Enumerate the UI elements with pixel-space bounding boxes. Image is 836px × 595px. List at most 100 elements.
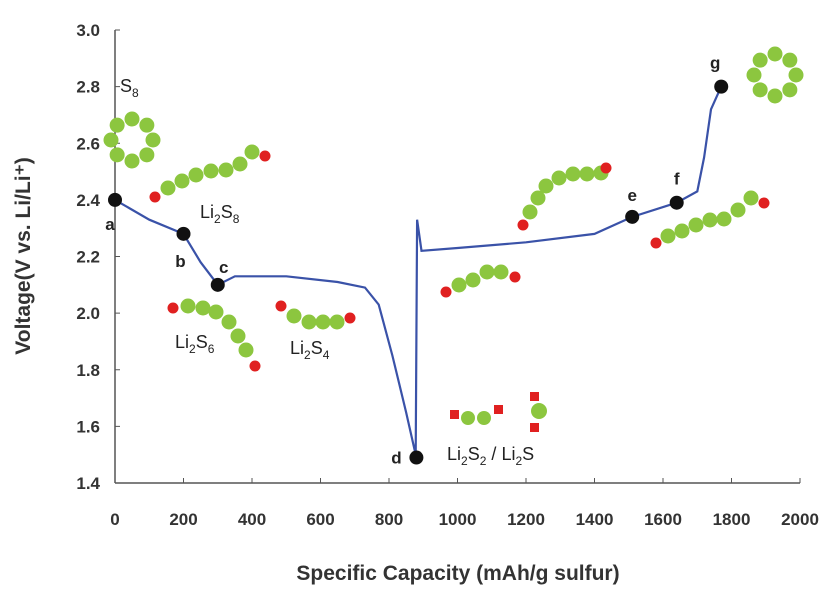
state-point (176, 226, 191, 241)
molecule-atom (208, 304, 224, 320)
y-tick-label: 2.0 (76, 304, 100, 323)
x-tick-label: 800 (375, 510, 403, 529)
point-label: a (105, 215, 115, 234)
molecule-atom (109, 147, 125, 163)
molecule-atom (203, 163, 219, 179)
molecule-atom (145, 132, 161, 148)
molecule-atom (538, 178, 554, 194)
y-tick-label: 2.8 (76, 78, 100, 97)
point-label: g (710, 54, 720, 73)
molecule-atom (565, 166, 581, 182)
molecule-atom (752, 52, 768, 68)
molecule-atom (174, 173, 190, 189)
molecule-atom (315, 314, 331, 330)
molecule-atom (218, 162, 234, 178)
molecule-atom (139, 117, 155, 133)
molecule-atom (660, 228, 676, 244)
state-point (714, 79, 729, 94)
molecule-atom (180, 298, 196, 314)
x-tick-label: 1000 (439, 510, 477, 529)
molecule-atom (344, 312, 356, 324)
molecule-atom (139, 147, 155, 163)
molecule-atom (479, 264, 495, 280)
molecule-atom (551, 170, 567, 186)
molecule-atom (329, 314, 345, 330)
molecule-atom (758, 197, 770, 209)
x-tick-label: 1200 (507, 510, 545, 529)
molecule-atom (275, 300, 287, 312)
y-tick-label: 1.6 (76, 417, 100, 436)
point-label: f (674, 170, 680, 189)
molecule-atom (188, 167, 204, 183)
y-tick-label: 2.2 (76, 248, 100, 267)
x-tick-label: 200 (169, 510, 197, 529)
y-tick-label: 2.4 (76, 191, 100, 210)
molecule-atom (743, 190, 759, 206)
molecule-atom (530, 190, 546, 206)
molecule-atom (451, 277, 467, 293)
molecule-atom (465, 272, 481, 288)
x-tick-label: 1600 (644, 510, 682, 529)
point-label: e (627, 186, 636, 205)
species-label: S8​ (120, 76, 139, 100)
molecule-atom (109, 117, 125, 133)
molecule-atom (730, 202, 746, 218)
molecule-atom (450, 410, 459, 419)
x-tick-label: 600 (306, 510, 334, 529)
molecule-atom (301, 314, 317, 330)
y-tick-label: 3.0 (76, 21, 100, 40)
molecule-atom (752, 82, 768, 98)
y-tick-label: 1.8 (76, 361, 100, 380)
molecule-atom (517, 219, 529, 231)
voltage-line (114, 86, 723, 455)
molecule-atom (124, 111, 140, 127)
point-label: b (175, 252, 185, 271)
state-point (409, 450, 424, 465)
molecule-atom (788, 67, 804, 83)
state-point (210, 277, 225, 292)
x-tick-label: 1400 (576, 510, 614, 529)
state-point (108, 192, 122, 207)
species-label: Li2​S2​ / Li2​S (447, 444, 534, 468)
molecule-atom (522, 204, 538, 220)
species-label: Li2​S8​ (200, 202, 240, 226)
molecule-atom (509, 271, 521, 283)
molecule-atom (782, 52, 798, 68)
molecule-atom (702, 212, 718, 228)
y-tick-label: 1.4 (76, 474, 100, 493)
molecule-atom (767, 88, 783, 104)
state-point (669, 195, 684, 210)
molecule-atom (195, 300, 211, 316)
molecule-atom (259, 150, 271, 162)
molecule-atom (530, 392, 539, 401)
molecule-atom (244, 144, 260, 160)
molecule-atom (716, 211, 732, 227)
point-label: c (219, 258, 228, 277)
state-point (625, 209, 640, 224)
molecule-atom (531, 403, 547, 419)
molecule-atom (149, 191, 161, 203)
molecule-atom (782, 82, 798, 98)
molecule-atom (221, 314, 237, 330)
molecule-atom (238, 342, 254, 358)
molecule-atom (674, 223, 690, 239)
molecule-atom (579, 166, 595, 182)
molecule-atom (232, 156, 248, 172)
y-tick-label: 2.6 (76, 134, 100, 153)
molecule-atom (103, 132, 119, 148)
species-label: Li2​S6​ (175, 332, 215, 356)
y-axis-title: Voltage(V vs. Li/Li⁺) (12, 157, 35, 354)
molecule-atom (124, 153, 140, 169)
molecule-atom (230, 328, 246, 344)
molecule-atom (167, 302, 179, 314)
molecule-atom (746, 67, 762, 83)
molecule-atom (440, 286, 452, 298)
species-label: Li2​S4​ (290, 338, 330, 362)
molecule-atom (688, 217, 704, 233)
molecule-atom (600, 162, 612, 174)
molecule-atom (767, 46, 783, 62)
molecule-atom (493, 264, 509, 280)
molecule-atom (160, 180, 176, 196)
x-tick-label: 0 (110, 510, 119, 529)
